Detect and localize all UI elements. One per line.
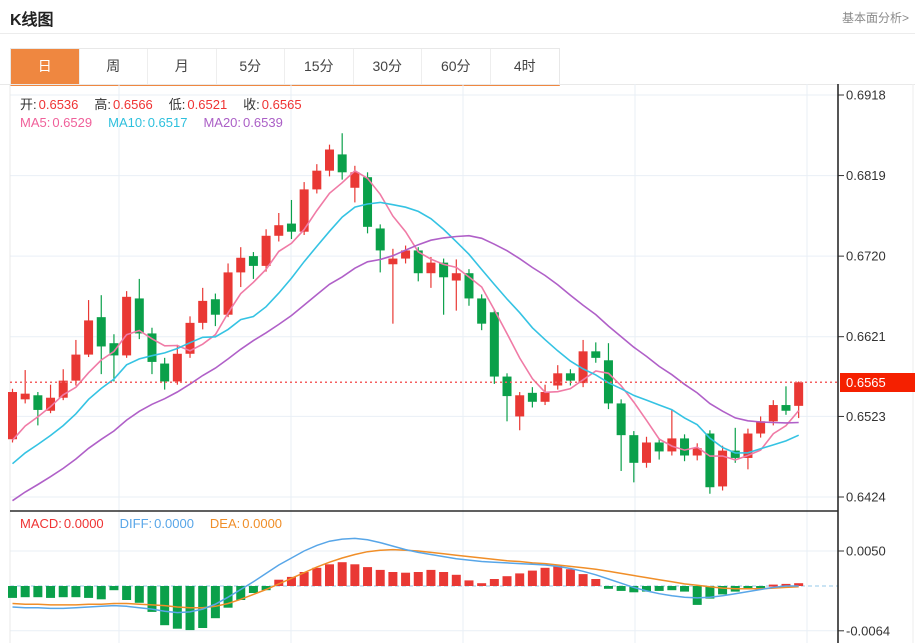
ma10-label: MA10: bbox=[108, 115, 146, 130]
tab-15分[interactable]: 15分 bbox=[285, 49, 354, 85]
price-tick-label: 0.6523 bbox=[846, 409, 886, 424]
ma10-line bbox=[11, 201, 800, 465]
tab-周[interactable]: 周 bbox=[80, 49, 148, 85]
last-price-badge: 0.6565 bbox=[840, 372, 915, 392]
high-value: 0.6566 bbox=[113, 97, 153, 112]
dea-label: DEA: bbox=[209, 516, 241, 531]
tab-4时[interactable]: 4时 bbox=[513, 58, 536, 74]
macd-legend: MACD: 0.0000 DIFF: 0.0000 DEA: 0.0000 bbox=[20, 516, 298, 531]
diff-line bbox=[12, 537, 799, 614]
tab-30分[interactable]: 30分 bbox=[354, 49, 422, 85]
price-tick-label: 0.6424 bbox=[846, 490, 886, 505]
ma5-line bbox=[11, 169, 800, 461]
dea-value: 0.0000 bbox=[242, 516, 283, 531]
title-divider bbox=[0, 33, 915, 34]
ma5-label: MA5: bbox=[20, 115, 51, 130]
page-title: K线图 bbox=[10, 12, 54, 29]
chart-top-border bbox=[0, 84, 915, 85]
close-label: 收: bbox=[243, 97, 260, 112]
moving-average-lines bbox=[11, 169, 800, 502]
low-value: 0.6521 bbox=[187, 97, 228, 112]
tab-60分[interactable]: 60分 bbox=[422, 49, 491, 85]
ma20-label: MA20: bbox=[203, 115, 242, 130]
ma5-value: 0.6529 bbox=[52, 115, 93, 130]
fundamental-analysis-link[interactable]: 基本面分析> bbox=[841, 11, 909, 25]
price-axis: 0.6918 0.6819 0.6720 0.6621 0.6523 0.6424 0.00… bbox=[10, 84, 890, 643]
ma20-line bbox=[12, 234, 799, 502]
open-value: 0.6536 bbox=[38, 97, 79, 112]
macd-histogram bbox=[8, 562, 804, 631]
candlestick-series bbox=[8, 133, 804, 494]
ma-legend: MA5: 0.6529 MA10: 0.6517 MA20: 0.6539 bbox=[20, 115, 299, 130]
period-tabbar: 日周月 5分 15分 30分 60分 4时 bbox=[10, 48, 560, 86]
ma20-value: 0.6539 bbox=[243, 115, 283, 130]
ohlc-legend: 开: 0.6536 高: 0.6566 低: 0.6521 收: 0.6565 bbox=[20, 94, 318, 113]
tab-月[interactable]: 月 bbox=[148, 49, 217, 85]
ma10-value: 0.6517 bbox=[147, 115, 188, 130]
macd-value: 0.0000 bbox=[63, 516, 104, 531]
gridlines bbox=[9, 84, 914, 643]
macd-tick-label: -0.0064 bbox=[846, 623, 890, 638]
price-tick-label: 0.6819 bbox=[846, 168, 886, 183]
open-label: 开: bbox=[20, 97, 37, 112]
macd-diff-dea-lines bbox=[12, 537, 799, 614]
macd-tick-label: 0.0050 bbox=[846, 544, 886, 559]
diff-value: 0.0000 bbox=[154, 516, 194, 531]
macd-label: MACD: bbox=[20, 516, 62, 531]
price-tick-label: 0.6918 bbox=[846, 88, 886, 103]
high-label: 高: bbox=[94, 97, 112, 112]
close-value: 0.6565 bbox=[261, 97, 302, 112]
diff-label: DIFF: bbox=[119, 516, 153, 531]
tab-5分[interactable]: 5分 bbox=[217, 49, 285, 85]
price-tick-label: 0.6621 bbox=[846, 329, 886, 344]
tab-日[interactable]: 日 bbox=[11, 49, 80, 85]
price-tick-label: 0.6720 bbox=[846, 249, 886, 264]
low-label: 低: bbox=[168, 97, 186, 112]
